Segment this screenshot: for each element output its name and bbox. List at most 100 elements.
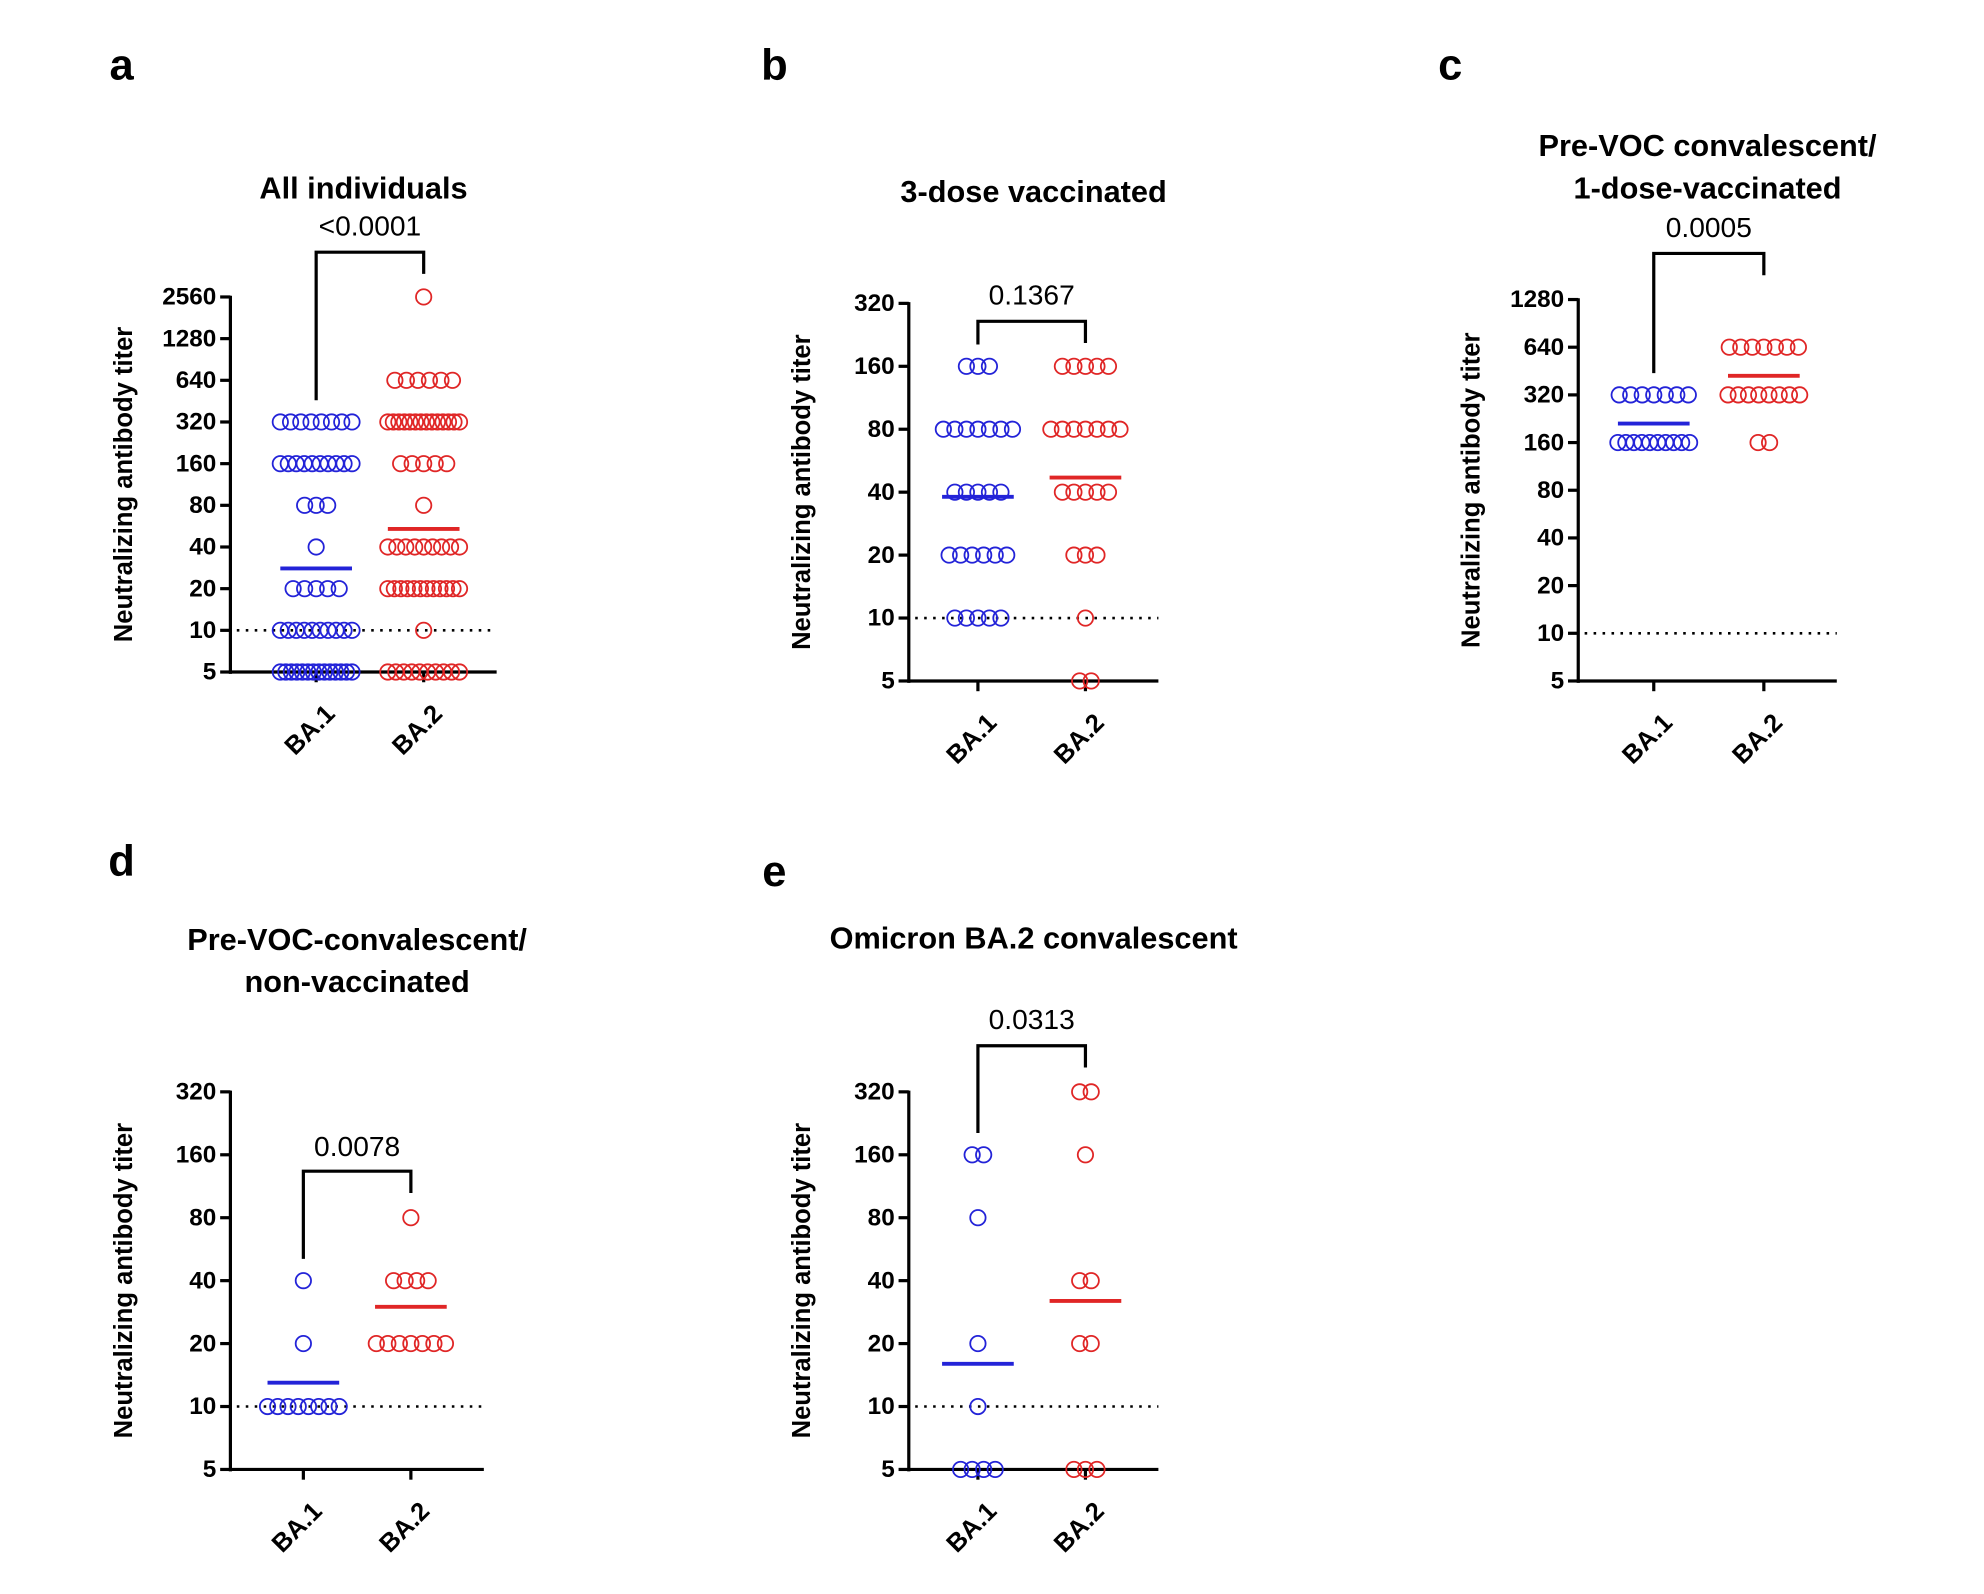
- y-tick-label: 40: [868, 1267, 895, 1294]
- data-point: [428, 413, 447, 431]
- data-point: [415, 621, 433, 639]
- data-point: [1076, 1146, 1095, 1164]
- data-point: [957, 483, 975, 501]
- data-point: [952, 1460, 970, 1479]
- y-tick-label: 40: [189, 534, 216, 561]
- data-point: [946, 609, 964, 627]
- y-tick-label: 5: [203, 1456, 217, 1483]
- data-point: [1760, 386, 1778, 404]
- y-axis-label: Neutralizing antibody titer: [1458, 332, 1486, 648]
- data-point: [992, 483, 1010, 501]
- x-tick-label: BA.1: [267, 1497, 328, 1558]
- data-point: [269, 1397, 287, 1416]
- data-point: [1720, 338, 1738, 356]
- panel-title: Pre-VOC convalescent/: [1538, 128, 1877, 163]
- data-point: [992, 609, 1010, 627]
- significance-bracket: [301, 1169, 413, 1259]
- data-point: [419, 1272, 437, 1290]
- data-point: [296, 580, 314, 598]
- y-tick-label: 5: [203, 659, 217, 686]
- data-point: [1755, 338, 1773, 356]
- data-point: [1739, 386, 1758, 404]
- data-point: [1761, 433, 1779, 452]
- data-point: [432, 371, 450, 389]
- data-point: [302, 413, 320, 431]
- panel-letter: a: [109, 41, 134, 89]
- data-point: [957, 420, 975, 438]
- data-point: [271, 663, 289, 681]
- panel-title: 1-dose-vaccinated: [1573, 170, 1841, 205]
- data-point: [450, 663, 469, 681]
- data-point: [445, 413, 463, 431]
- y-tick-label: 160: [176, 450, 217, 477]
- panel-title: Pre-VOC-convalescent/: [187, 922, 527, 957]
- data-point: [1099, 420, 1118, 438]
- data-point: [1088, 483, 1106, 501]
- data-point: [1076, 609, 1095, 627]
- data-point: [425, 1335, 443, 1353]
- data-point: [335, 621, 353, 639]
- data-point: [957, 357, 975, 375]
- data-point: [1065, 1460, 1083, 1479]
- y-tick-label: 40: [189, 1267, 216, 1294]
- data-point: [423, 413, 441, 431]
- panel-title: All individuals: [259, 170, 467, 205]
- data-point: [952, 546, 970, 564]
- data-point: [1681, 433, 1699, 452]
- data-point: [320, 1397, 338, 1416]
- y-tick-label: 80: [1537, 477, 1564, 504]
- data-point: [436, 1335, 455, 1353]
- data-point: [438, 455, 456, 473]
- data-point: [367, 1335, 385, 1353]
- data-point: [424, 538, 442, 556]
- data-point: [1099, 483, 1118, 501]
- data-point: [411, 580, 429, 598]
- data-point: [307, 538, 325, 556]
- significance-bracket: [1652, 251, 1766, 374]
- data-point: [343, 413, 361, 431]
- data-point: [992, 420, 1010, 438]
- data-point: [969, 357, 987, 375]
- data-point: [304, 663, 322, 681]
- data-point: [975, 1460, 993, 1479]
- data-point: [1789, 338, 1807, 356]
- y-tick-label: 10: [868, 605, 895, 632]
- data-point: [433, 538, 451, 556]
- y-tick-label: 40: [1537, 525, 1564, 552]
- data-point: [390, 1335, 408, 1353]
- data-point: [409, 371, 427, 389]
- data-point: [980, 609, 999, 627]
- data-point: [406, 413, 424, 431]
- data-point: [1610, 386, 1628, 404]
- x-tick-label: BA.2: [374, 1497, 435, 1558]
- y-tick-label: 640: [176, 367, 217, 394]
- y-tick-label: 80: [868, 416, 895, 443]
- data-point: [450, 413, 469, 431]
- data-point: [415, 455, 433, 473]
- data-point: [294, 1335, 312, 1353]
- data-point: [439, 413, 458, 431]
- data-point: [1770, 386, 1788, 404]
- data-point: [402, 1335, 420, 1353]
- data-point: [1656, 386, 1674, 404]
- data-point: [1082, 1335, 1100, 1353]
- data-point: [293, 663, 311, 681]
- data-point: [963, 1146, 981, 1164]
- data-point: [1766, 338, 1784, 356]
- data-point: [980, 357, 999, 375]
- data-point: [1099, 357, 1118, 375]
- data-point: [388, 538, 406, 556]
- data-point: [1076, 546, 1095, 564]
- data-point: [1088, 420, 1106, 438]
- data-point: [395, 413, 413, 431]
- data-point: [1743, 338, 1761, 356]
- data-point: [975, 546, 993, 564]
- data-point: [969, 609, 987, 627]
- data-point: [1076, 420, 1095, 438]
- data-point: [1088, 546, 1106, 564]
- data-point: [319, 580, 337, 598]
- data-point: [1732, 338, 1750, 356]
- data-point: [392, 580, 410, 598]
- data-point: [385, 1272, 403, 1290]
- data-point: [1076, 1460, 1095, 1479]
